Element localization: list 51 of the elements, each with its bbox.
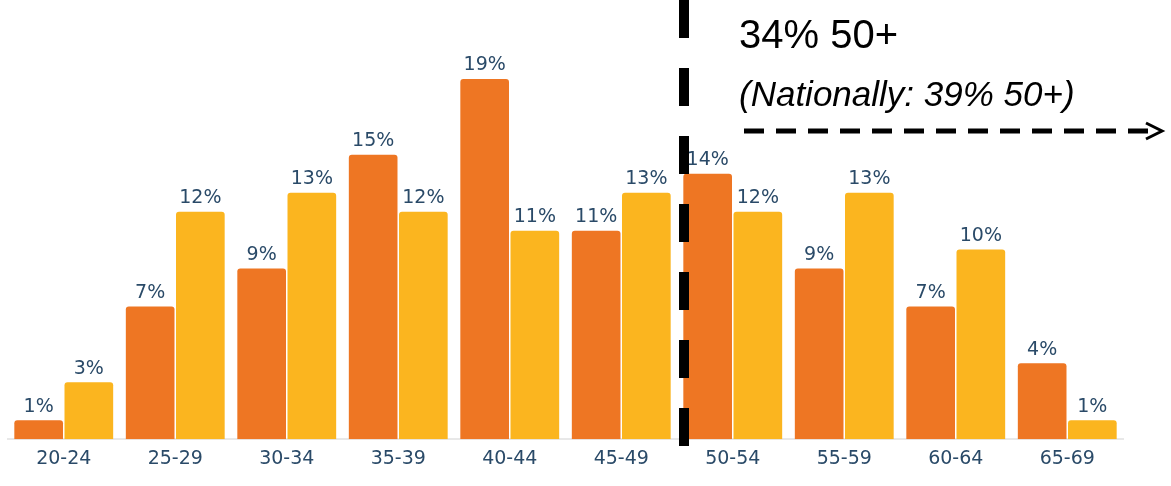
x-tick-label: 30-34 [259,445,315,468]
x-tick-label: 25-29 [147,445,203,468]
bar [906,306,955,440]
data-label: 1% [1077,393,1108,416]
bar [510,230,560,440]
bar [956,249,1006,440]
bar [399,211,448,440]
data-label: 12% [179,185,222,208]
x-tick-label: 65-69 [1039,445,1095,468]
data-label: 13% [625,166,668,189]
bar [287,192,337,440]
data-label: 14% [686,147,729,170]
x-tick-label: 45-49 [593,445,649,468]
data-label: 12% [402,185,445,208]
data-label: 19% [463,52,506,75]
annotation: (Nationally: 39% 50+) [739,74,1075,114]
bar [794,268,844,440]
data-label: 4% [1027,336,1058,359]
bar [571,230,621,440]
bar [845,192,894,440]
x-tick-label: 20-24 [36,445,92,468]
bar [1068,420,1117,440]
text: 34% 50+ [739,12,899,57]
bar [733,211,783,440]
data-label: 13% [848,166,891,189]
bar [622,192,671,440]
bar [237,268,286,440]
bar [348,154,398,440]
data-label: 9% [804,242,835,264]
bar [460,78,509,440]
data-label: 7% [135,279,166,302]
bar [125,306,175,440]
x-tick-label: 40-44 [482,445,538,468]
data-label: 9% [246,242,277,264]
data-label: 3% [73,355,104,378]
x-tick-label: 55-59 [816,445,872,468]
data-label: 7% [915,279,946,302]
bar [64,382,114,440]
data-label: 10% [959,223,1002,246]
data-label: 12% [736,185,779,208]
data-label: 15% [352,128,395,151]
x-tick-label: 50-54 [705,445,761,468]
data-label: 1% [23,393,54,416]
x-tick-label: 35-39 [370,445,426,468]
bar [176,211,225,440]
data-label: 11% [513,204,556,227]
bar [14,420,63,440]
bar [1017,363,1067,440]
data-label: 13% [290,166,333,189]
x-tick-label: 60-64 [928,445,984,468]
data-label: 11% [575,204,618,227]
